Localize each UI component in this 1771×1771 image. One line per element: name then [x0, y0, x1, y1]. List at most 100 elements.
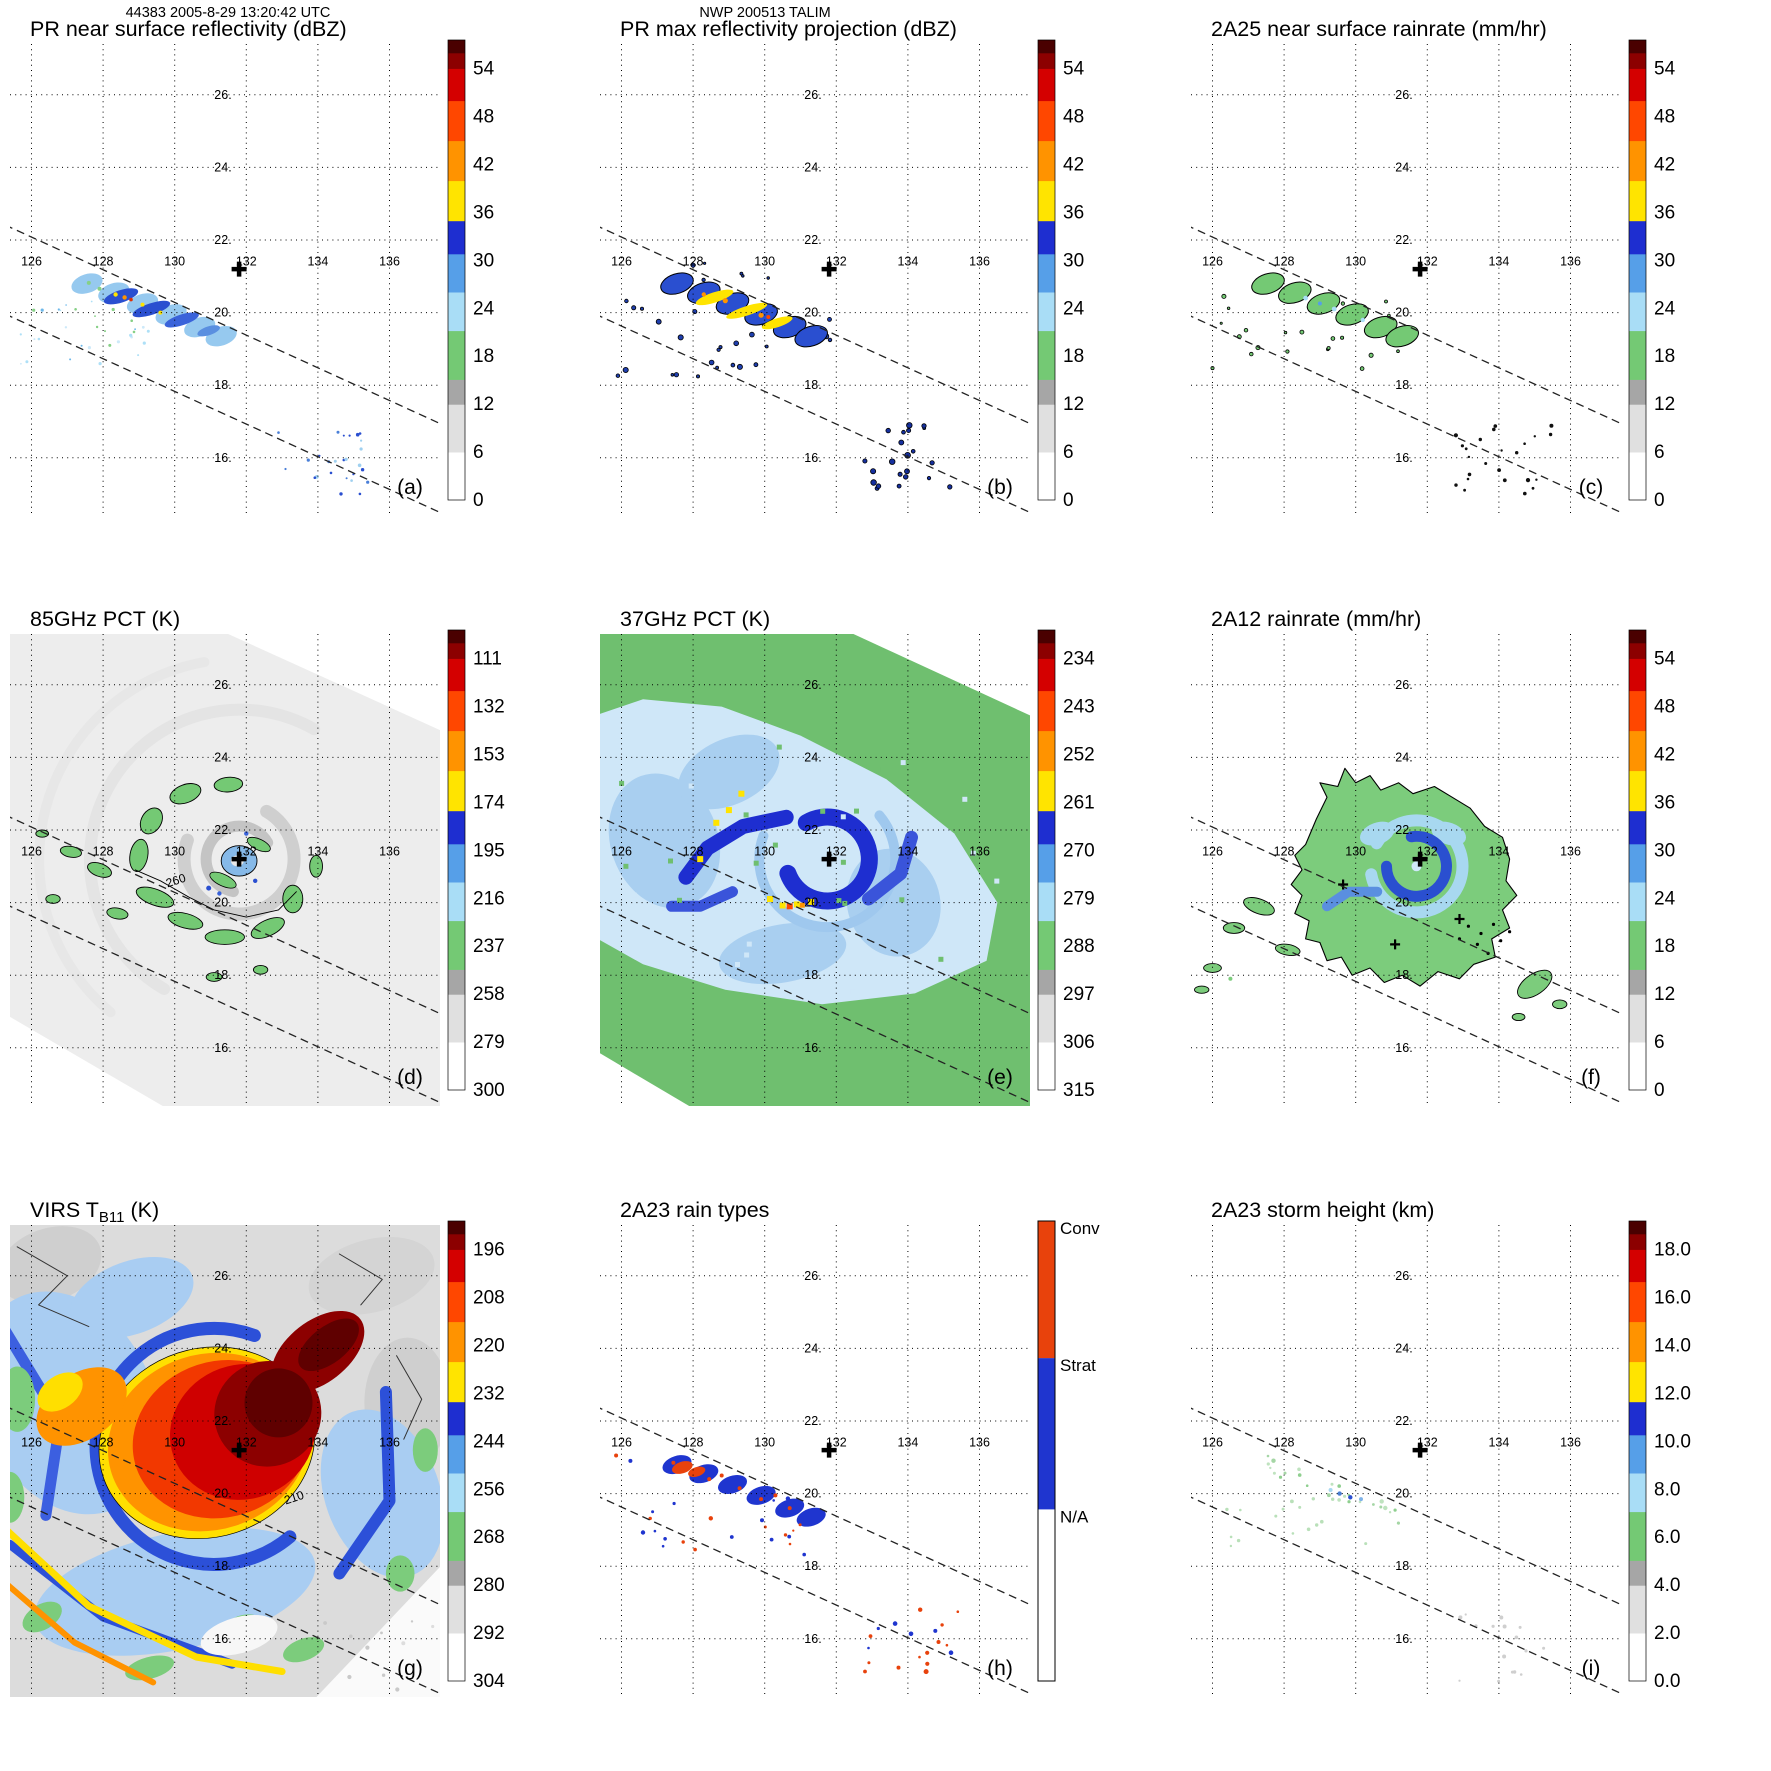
- map-data: [10, 634, 440, 1107]
- lat-tick-label: 18.: [214, 1559, 231, 1573]
- panel-title: VIRS TB11 (K): [30, 1198, 159, 1226]
- lon-tick-label: 130: [1345, 255, 1366, 269]
- latlon-grid: [1190, 44, 1621, 516]
- lat-tick-label: 26.: [214, 88, 231, 102]
- colorbar-tick-label: 292: [473, 1623, 505, 1644]
- latlon-grid: [10, 1224, 440, 1697]
- map-data: [10, 1224, 440, 1697]
- colorbar-tick-label: 256: [473, 1479, 505, 1500]
- lat-tick-label: 24.: [1395, 1341, 1412, 1355]
- storm-center-marker: [821, 1442, 837, 1458]
- colorbar-tick-label: 24: [1063, 298, 1085, 319]
- lat-tick-label: 18.: [1395, 1559, 1412, 1573]
- latlon-grid: [600, 1224, 1031, 1697]
- colorbar-tick-label: 315: [1063, 1080, 1095, 1101]
- lon-tick-label: 136: [969, 845, 990, 859]
- lat-tick-label: 20.: [805, 896, 822, 910]
- colorbar-tick-label: 0: [1654, 1080, 1665, 1101]
- lat-tick-label: 22.: [1395, 823, 1412, 837]
- colorbar-category-label: N/A: [1060, 1507, 1089, 1526]
- colorbar-tick-label: 0.0: [1654, 1671, 1680, 1692]
- lon-tick-label: 126: [1202, 255, 1223, 269]
- panel-letter: (f): [1581, 1066, 1601, 1089]
- colorbar-tick-label: 12.0: [1654, 1383, 1691, 1404]
- colorbar-tick-label: 6: [473, 442, 484, 463]
- colorbar-tick-label: 174: [473, 793, 505, 814]
- lon-tick-label: 134: [1488, 1435, 1509, 1449]
- colorbar-tick-label: 8.0: [1654, 1479, 1680, 1500]
- colorbar-tick-label: 279: [1063, 889, 1095, 910]
- panel-2a25-near-surface-rainrate: 2A25 near surface rainrate (mm/hr) 126 128…: [1181, 0, 1771, 590]
- colorbar-tick-label: 54: [1063, 59, 1085, 80]
- colorbar-tick-label: 30: [1654, 841, 1675, 862]
- colorbar-tick-label: 6.0: [1654, 1527, 1680, 1548]
- lon-tick-label: 136: [1560, 845, 1581, 859]
- panel-letter: (b): [987, 476, 1013, 499]
- colorbar-category-label: Strat: [1060, 1356, 1096, 1375]
- lat-tick-label: 24.: [1395, 160, 1412, 174]
- panel-title: 2A23 storm height (km): [1211, 1198, 1434, 1222]
- panel-d-figure: 85GHz PCT (K) 126 128 130 132 134 136 26. 24. 22.…: [10, 607, 505, 1107]
- colorbar-tick-label: 6: [1654, 442, 1665, 463]
- lon-tick-label: 134: [1488, 845, 1509, 859]
- colorbar-tick-label: 18: [473, 346, 494, 367]
- colorbar-tick-label: 36: [1654, 203, 1675, 224]
- panel-letter: (g): [397, 1657, 423, 1680]
- colorbar-tick-label: 42: [1654, 155, 1675, 176]
- lon-tick-label: 126: [611, 255, 632, 269]
- colorbar-tick-label: 4.0: [1654, 1575, 1680, 1596]
- lon-tick-label: 134: [307, 1435, 328, 1449]
- colorbar-tick-label: 280: [473, 1575, 505, 1596]
- lat-tick-label: 26.: [805, 1268, 822, 1282]
- colorbar-tick-label: 234: [1063, 649, 1095, 670]
- lat-tick-label: 22.: [805, 823, 822, 837]
- storm-center-marker: [821, 261, 837, 277]
- figure-header-left: 44383 2005-8-29 13:20:42 UTC: [126, 5, 331, 21]
- colorbar-tick-label: 12: [473, 394, 494, 415]
- map-data: [19, 273, 370, 496]
- lon-tick-label: 130: [164, 1435, 185, 1449]
- lon-tick-label: 126: [1202, 1435, 1223, 1449]
- lon-tick-label: 134: [307, 845, 328, 859]
- lat-tick-label: 24.: [805, 160, 822, 174]
- lon-tick-label: 128: [683, 845, 704, 859]
- lat-tick-label: 16.: [214, 451, 231, 465]
- lat-tick-label: 22.: [214, 1414, 231, 1428]
- lon-tick-label: 126: [611, 1435, 632, 1449]
- lat-tick-label: 16.: [214, 1041, 231, 1055]
- lon-tick-label: 130: [755, 845, 776, 859]
- panel-85ghz-pct: 85GHz PCT (K) 126 128 130 132 134 136 26. 24. 22.…: [0, 590, 590, 1180]
- lat-tick-label: 26.: [1395, 1268, 1412, 1282]
- lat-tick-label: 26.: [214, 1268, 231, 1282]
- colorbar-tick-label: 153: [473, 745, 505, 766]
- colorbar-tick-label: 0: [1654, 490, 1665, 511]
- storm-center-marker: [1337, 879, 1348, 890]
- lat-tick-label: 20.: [1395, 896, 1412, 910]
- lat-tick-label: 16.: [805, 1631, 822, 1645]
- colorbar-tick-label: 36: [1654, 793, 1675, 814]
- colorbar: 315 306 297 288 279 270 261 252 243 234: [1037, 629, 1095, 1101]
- colorbar-tick-label: 132: [473, 697, 505, 718]
- lat-tick-label: 22.: [1395, 1414, 1412, 1428]
- colorbar-tick-label: 36: [1063, 203, 1084, 224]
- storm-center-marker: [231, 851, 247, 867]
- colorbar-tick-label: 237: [473, 937, 505, 958]
- storm-center-marker: [231, 1442, 247, 1458]
- storm-center-marker: [1412, 261, 1428, 277]
- colorbar-tick-label: 48: [1654, 107, 1675, 128]
- lat-tick-label: 20.: [1395, 1486, 1412, 1500]
- colorbar-tick-label: 30: [1654, 250, 1675, 271]
- panel-title: PR near surface reflectivity (dBZ): [30, 17, 347, 41]
- colorbar-tick-label: 24: [1654, 889, 1676, 910]
- panel-pr-max-reflectivity-projection: NWP 200513 TALIM PR max reflectivity proj…: [590, 0, 1180, 590]
- lon-tick-label: 130: [164, 255, 185, 269]
- colorbar-tick-label: 111: [473, 649, 502, 670]
- lat-tick-label: 20.: [214, 896, 231, 910]
- lon-tick-label: 128: [93, 1435, 114, 1449]
- panel-f-figure: 2A12 rainrate (mm/hr)126 128 130 132 134 1362…: [1190, 607, 1676, 1107]
- lon-tick-label: 128: [93, 255, 114, 269]
- lat-tick-label: 18.: [214, 378, 231, 392]
